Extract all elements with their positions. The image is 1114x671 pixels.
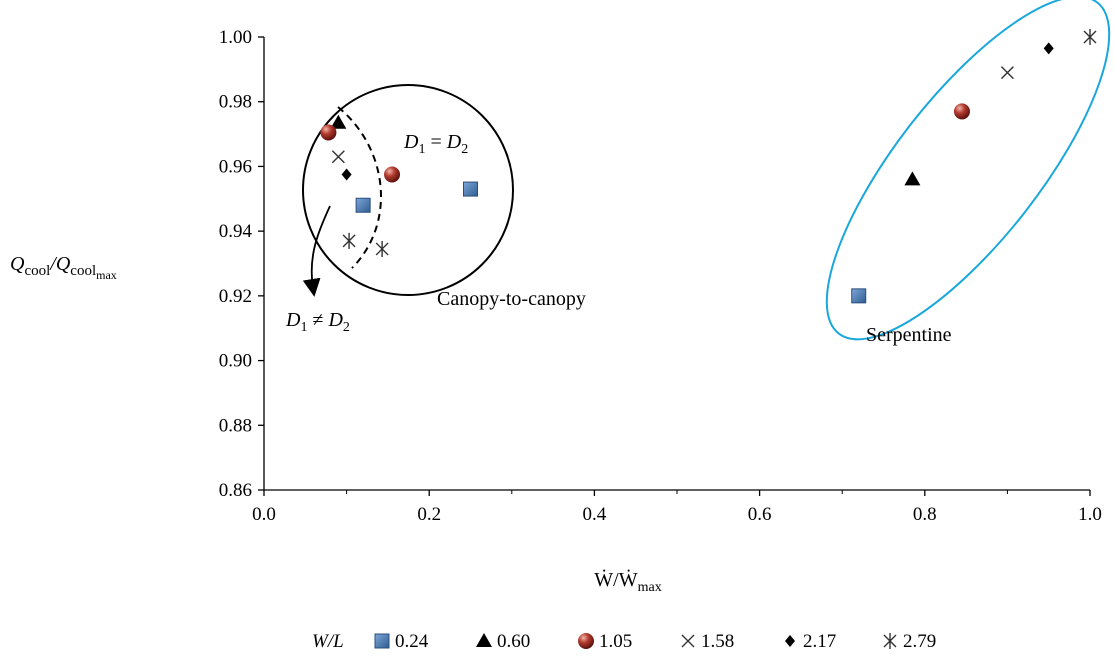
equal-annotation: D1 = D2 (403, 131, 468, 157)
y-tick-label: 0.98 (219, 92, 252, 113)
data-point-sphere (384, 166, 401, 183)
y-axis-label: Qcool/Qcoolmax (10, 253, 117, 282)
y-tick-label: 0.88 (219, 415, 252, 436)
x-tick-label: 1.0 (1078, 504, 1102, 525)
legend-marker-diamond (785, 635, 795, 647)
legend-item: 2.79 (883, 631, 936, 652)
serpentine-group-ellipse (825, 0, 1111, 341)
data-point-sphere (320, 124, 337, 141)
legend-label: 0.60 (497, 631, 530, 652)
data-point-square (851, 288, 867, 304)
x-tick-label: 0.6 (748, 504, 772, 525)
x-axis-label: Ẇ/Ẇmax (594, 568, 661, 595)
legend-item: 0.60 (476, 631, 530, 652)
unequal-arrow (302, 205, 331, 297)
unequal-group-dashed-arc (337, 106, 382, 269)
data-point-square (463, 181, 478, 197)
legend-item: 0.24 (374, 631, 429, 652)
data-point-triangle (904, 171, 921, 186)
y-tick-label: 0.96 (219, 156, 252, 177)
legend-label: 2.17 (803, 631, 836, 652)
legend-marker-x (681, 634, 695, 648)
data-point-asterisk (375, 240, 389, 257)
data-point-x (1000, 66, 1014, 80)
legend-title: W/L (312, 631, 344, 652)
data-point-asterisk (1083, 29, 1097, 45)
data-point-sphere (953, 103, 970, 120)
data-point-diamond (1043, 42, 1054, 55)
data-point-x (331, 150, 345, 164)
legend: W/L 0.24 0.60 1.05 1.58 2.17 2.79 (312, 631, 936, 652)
legend-marker-square (374, 633, 390, 649)
y-tick-label: 0.94 (219, 221, 253, 242)
x-tick-label: 0.4 (583, 504, 607, 525)
legend-marker-asterisk (883, 633, 897, 649)
canopy-annotation: Canopy-to-canopy (437, 288, 586, 310)
legend-item: 1.05 (578, 631, 632, 652)
y-ticks: 0.86 0.88 0.90 0.92 0.94 0.96 0.98 1.00 (219, 27, 264, 501)
x-tick-label: 0.8 (913, 504, 937, 525)
legend-label: 0.24 (395, 631, 429, 652)
legend-marker-sphere (578, 633, 594, 649)
data-point-triangle (330, 114, 347, 129)
legend-label: 1.05 (599, 631, 632, 652)
y-tick-label: 0.92 (219, 286, 252, 307)
unequal-annotation: D1 ≠ D2 (285, 309, 350, 335)
data-point-asterisk (342, 232, 356, 249)
legend-label: 1.58 (701, 631, 734, 652)
data-point-diamond (341, 168, 352, 181)
legend-item: 2.17 (785, 631, 836, 652)
x-ticks: 0.0 0.2 0.4 0.6 0.8 1.0 (252, 490, 1102, 525)
legend-marker-triangle (476, 633, 492, 647)
canopy-group-circle (302, 84, 514, 296)
data-points (320, 29, 1097, 304)
y-tick-label: 0.90 (219, 351, 252, 372)
serpentine-annotation: Serpentine (866, 324, 952, 346)
y-tick-label: 1.00 (219, 27, 252, 48)
x-tick-label: 0.0 (252, 504, 276, 525)
data-point-square (355, 197, 371, 213)
y-tick-label: 0.86 (219, 480, 252, 501)
x-tick-label: 0.2 (417, 504, 441, 525)
legend-label: 2.79 (903, 631, 936, 652)
legend-item: 1.58 (681, 631, 734, 652)
